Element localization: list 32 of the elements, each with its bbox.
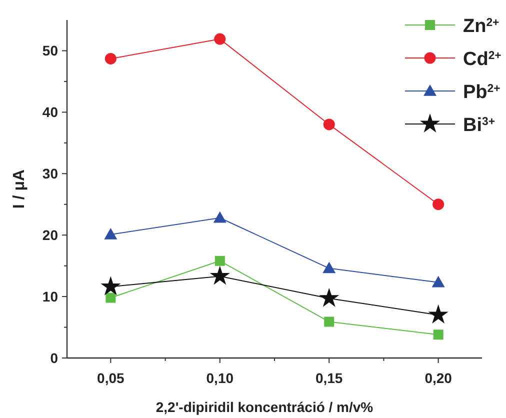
x-tick-label: 0,10 [206,370,234,386]
point [214,256,225,266]
point [428,304,448,324]
y-axis-title: I / μA [11,168,28,209]
point [324,316,334,327]
legend-label: Zn$^{2+}$ [463,16,500,37]
x-axis-title: 2,2'-dipiridil koncentráció / m/v% [156,399,374,415]
legend-label: Bi$^{3+}$ [463,115,496,136]
point [104,52,116,64]
point [322,262,336,274]
point [104,228,118,240]
point [100,276,121,296]
x-tick-label: 0,15 [315,370,343,386]
y-tick-label: 50 [42,42,58,59]
point [214,33,226,45]
point [433,330,444,340]
x-tick-label: 0,05 [97,370,125,386]
y-tick-label: 10 [42,288,58,305]
legend-label: Cd$^{2+}$ [463,49,502,70]
point [210,266,230,285]
y-tick-label: 20 [42,227,58,244]
legend-label: Pb$^{2+}$ [463,82,501,103]
x-tick-label: 0,20 [424,370,452,386]
point [432,198,444,210]
y-tick-label: 30 [42,166,58,182]
point [106,292,116,303]
y-tick-label: 40 [42,104,58,120]
point [432,276,445,288]
point [213,211,226,223]
point [319,288,340,307]
y-tick-label: 0 [50,350,58,366]
point [323,118,335,130]
